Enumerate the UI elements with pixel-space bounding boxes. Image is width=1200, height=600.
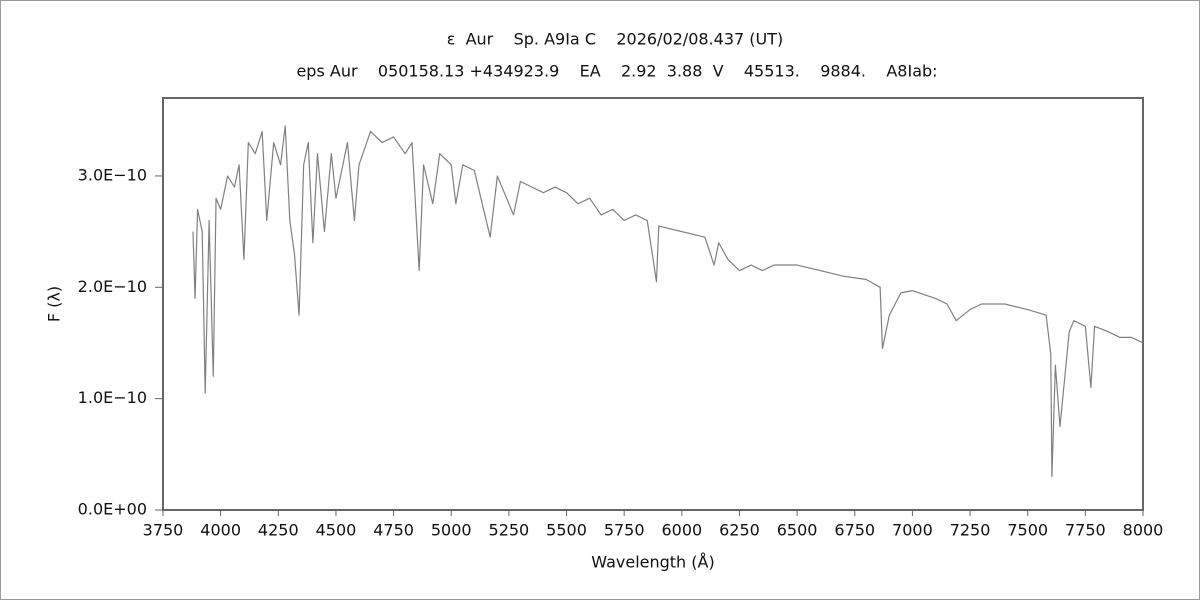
y-axis-label: F (λ) <box>45 286 64 322</box>
x-tick-label: 4250 <box>258 521 299 540</box>
y-tick-label: 1.0E−10 <box>78 388 147 407</box>
x-tick-label: 6500 <box>777 521 818 540</box>
x-tick-label: 4000 <box>200 521 241 540</box>
x-tick-label: 7750 <box>1065 521 1106 540</box>
x-tick-label: 6250 <box>719 521 760 540</box>
y-tick-label: 3.0E−10 <box>78 165 147 184</box>
chart-title: ε Aur Sp. A9Ia C 2026/02/08.437 (UT) <box>447 30 783 49</box>
x-tick-label: 7500 <box>1007 521 1048 540</box>
x-tick-label: 6000 <box>661 521 702 540</box>
x-tick-label: 7000 <box>892 521 933 540</box>
y-tick-label: 0.0E+00 <box>78 500 147 519</box>
plot-frame <box>162 97 1144 511</box>
chart-subtitle: eps Aur 050158.13 +434923.9 EA 2.92 3.88… <box>296 62 937 81</box>
x-tick-label: 5250 <box>489 521 530 540</box>
x-tick-label: 5500 <box>546 521 587 540</box>
spectrum-line <box>192 125 1144 478</box>
x-tick-label: 5750 <box>604 521 645 540</box>
x-axis-label: Wavelength (Å) <box>591 553 714 572</box>
x-tick-label: 7250 <box>950 521 991 540</box>
y-tick-label: 2.0E−10 <box>78 277 147 296</box>
x-tick-label: 5000 <box>431 521 472 540</box>
x-tick-label: 4500 <box>316 521 357 540</box>
x-tick-label: 8000 <box>1123 521 1164 540</box>
x-tick-label: 6750 <box>834 521 875 540</box>
x-tick-label: 3750 <box>143 521 184 540</box>
x-tick-label: 4750 <box>373 521 414 540</box>
